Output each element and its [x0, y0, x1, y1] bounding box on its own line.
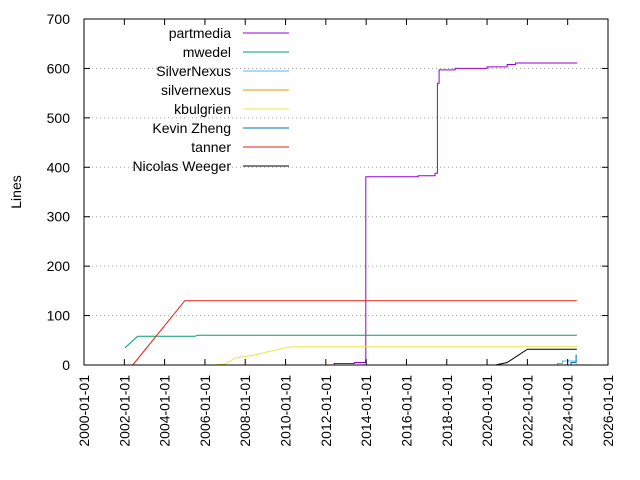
- series-line-kbulgrien: [213, 346, 577, 366]
- legend-label-silvernexus: silvernexus: [161, 82, 231, 98]
- y-tick-label: 0: [62, 357, 70, 373]
- legend-label-nicolas-weeger: Nicolas Weeger: [132, 158, 231, 174]
- series-line-tanner: [132, 300, 577, 366]
- grid-lines: [84, 67, 608, 317]
- y-tick-label: 700: [47, 11, 71, 27]
- y-tick-label: 400: [47, 159, 71, 175]
- x-tick-label: 2022-01-01: [519, 375, 535, 447]
- legend-label-partmedia: partmedia: [169, 25, 231, 41]
- series-line-nicolas-weeger: [495, 348, 577, 366]
- x-tick-label: 2014-01-01: [358, 375, 374, 447]
- x-tick-label: 2004-01-01: [157, 375, 173, 447]
- y-tick-label: 100: [47, 308, 71, 324]
- x-tick-label: 2026-01-01: [600, 375, 616, 447]
- axis-ticks: [83, 18, 609, 366]
- x-tick-label: 2018-01-01: [439, 375, 455, 447]
- y-tick-label: 600: [47, 60, 71, 76]
- x-tick-label: 2016-01-01: [398, 375, 414, 447]
- legend-label-kevin-zheng: Kevin Zheng: [152, 120, 231, 136]
- legend: partmedia mwedel SilverNexus silvernexus kbu…: [132, 25, 289, 174]
- legend-label-silvernexus: SilverNexus: [156, 63, 231, 79]
- legend-label-mwedel: mwedel: [183, 44, 231, 60]
- x-tick-label: 2012-01-01: [318, 375, 334, 447]
- plot-frame: [83, 18, 609, 366]
- x-tick-label: 2020-01-01: [479, 375, 495, 447]
- series-line-partmedia: [315, 62, 578, 366]
- y-tick-label: 500: [47, 110, 71, 126]
- legend-label-kbulgrien: kbulgrien: [174, 101, 231, 117]
- x-tick-label: 2006-01-01: [197, 375, 213, 447]
- y-axis-label: Lines: [8, 175, 24, 208]
- x-tick-label: 2008-01-01: [237, 375, 253, 447]
- x-tick-label: 2010-01-01: [278, 375, 294, 447]
- x-tick-label: 2002-01-01: [116, 375, 132, 447]
- y-tick-label: 300: [47, 209, 71, 225]
- y-tick-label: 200: [47, 258, 71, 274]
- y-tick-labels: 0 100 200 300 400 500 600 700: [47, 11, 71, 373]
- x-tick-labels: 2000-01-01 2002-01-01 2004-01-01 2006-01-01…: [76, 375, 616, 447]
- x-tick-label: 2024-01-01: [560, 375, 576, 447]
- x-tick-label: 2000-01-01: [76, 375, 92, 447]
- series-line-mwedel: [124, 334, 577, 349]
- legend-label-tanner: tanner: [191, 139, 231, 155]
